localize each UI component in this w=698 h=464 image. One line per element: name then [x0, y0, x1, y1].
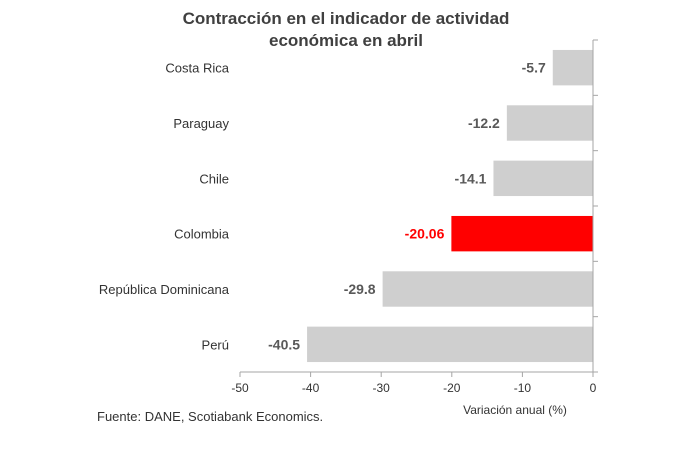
category-label-republica-dominicana: República Dominicana	[99, 282, 230, 297]
bar-peru	[307, 326, 593, 363]
bar-chile	[493, 160, 593, 197]
x-tick-label: 0	[590, 381, 597, 395]
x-tick-label: -50	[231, 381, 249, 395]
x-tick-label: -10	[514, 381, 532, 395]
x-axis: -50 -40 -30 -20 -10 0	[231, 39, 598, 395]
bar-colombia	[451, 215, 593, 252]
bars-group	[307, 49, 593, 363]
category-label-costa-rica: Costa Rica	[165, 61, 229, 76]
category-label-peru: Perú	[202, 337, 229, 352]
data-labels: -5.7 -12.2 -14.1 -20.06 -29.8 -40.5	[268, 60, 546, 353]
data-label-costa-rica: -5.7	[522, 60, 546, 76]
x-axis-label: Variación anual (%)	[463, 403, 567, 417]
x-tick-label: -20	[443, 381, 461, 395]
data-label-paraguay: -12.2	[468, 115, 500, 131]
bar-costa-rica	[552, 49, 593, 86]
category-labels: Costa Rica Paraguay Chile Colombia República…	[99, 61, 230, 353]
data-label-colombia: -20.06	[405, 226, 445, 242]
chart-title-line-1: Contracción en el indicador de actividad	[183, 9, 510, 28]
chart-title-line-2: económica en abril	[269, 31, 423, 50]
source-note: Fuente: DANE, Scotiabank Economics.	[97, 409, 323, 424]
category-label-paraguay: Paraguay	[173, 116, 229, 131]
category-label-chile: Chile	[199, 171, 229, 186]
x-tick-label: -40	[302, 381, 320, 395]
data-label-chile: -14.1	[455, 170, 487, 186]
x-tick-label: -30	[373, 381, 391, 395]
bar-paraguay	[506, 105, 593, 141]
data-label-republica-dominicana: -29.8	[344, 281, 376, 297]
bar-republica-dominicana	[382, 271, 593, 307]
data-label-peru: -40.5	[268, 336, 300, 352]
category-label-colombia: Colombia	[174, 227, 230, 242]
